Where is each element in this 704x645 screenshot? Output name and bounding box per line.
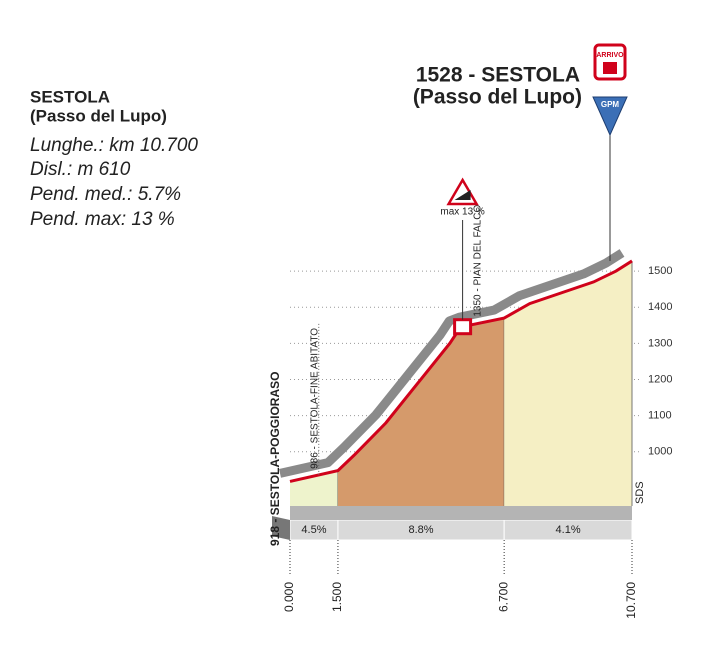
finish-label: ARRIVO <box>596 52 624 59</box>
segment-label: 4.5% <box>301 524 326 536</box>
info-line: Pend. med.: 5.7% <box>30 184 181 205</box>
y-tick-label: 1100 <box>648 410 672 422</box>
waypoint-label: 918 - SESTOLA-POGGIORASO <box>268 372 282 546</box>
finish-flag <box>603 62 617 74</box>
info-line: Lunghe.: km 10.700 <box>30 135 198 156</box>
base-side <box>272 516 290 540</box>
climb-subname: (Passo del Lupo) <box>30 106 167 125</box>
info: SESTOLA (Passo del Lupo) Lunghe.: km 10.… <box>30 87 198 230</box>
info-line: Pend. max: 13 % <box>30 209 175 230</box>
x-tick-label: 10.700 <box>624 582 638 619</box>
summit-subtitle: (Passo del Lupo) <box>413 86 582 109</box>
gpm-icon <box>592 96 628 137</box>
y-tick-label: 1500 <box>648 265 672 277</box>
code-label: SDS <box>634 481 646 504</box>
waypoint-label: 1350 - PIAN DEL FALCO <box>472 205 483 317</box>
y-tick-label: 1400 <box>648 301 672 313</box>
summit-title: 1528 - SESTOLA <box>416 64 580 87</box>
gpm-label: GPM <box>601 100 620 109</box>
segment-area <box>337 318 505 506</box>
max-icon-slope <box>454 190 471 200</box>
segment-label: 8.8% <box>409 524 434 536</box>
max-marker <box>453 318 473 336</box>
x-tick-label: 6.700 <box>496 582 510 612</box>
segment-label: 4.1% <box>556 524 581 536</box>
waypoint-label: 986 - SESTOLA-FINE ABITATO <box>309 328 320 469</box>
info-line: Disl.: m 610 <box>30 159 131 180</box>
segment-area <box>504 260 632 506</box>
y-tick-label: 1200 <box>648 373 672 385</box>
x-tick-label: 1.500 <box>330 582 344 612</box>
climb-name: SESTOLA <box>30 87 110 106</box>
x-tick-label: 0.000 <box>282 582 296 612</box>
max-icon <box>446 177 479 206</box>
y-tick-label: 1000 <box>648 446 672 458</box>
base-top <box>290 506 632 520</box>
max-label: max 13 % <box>440 207 485 218</box>
y-tick-label: 1300 <box>648 337 672 349</box>
